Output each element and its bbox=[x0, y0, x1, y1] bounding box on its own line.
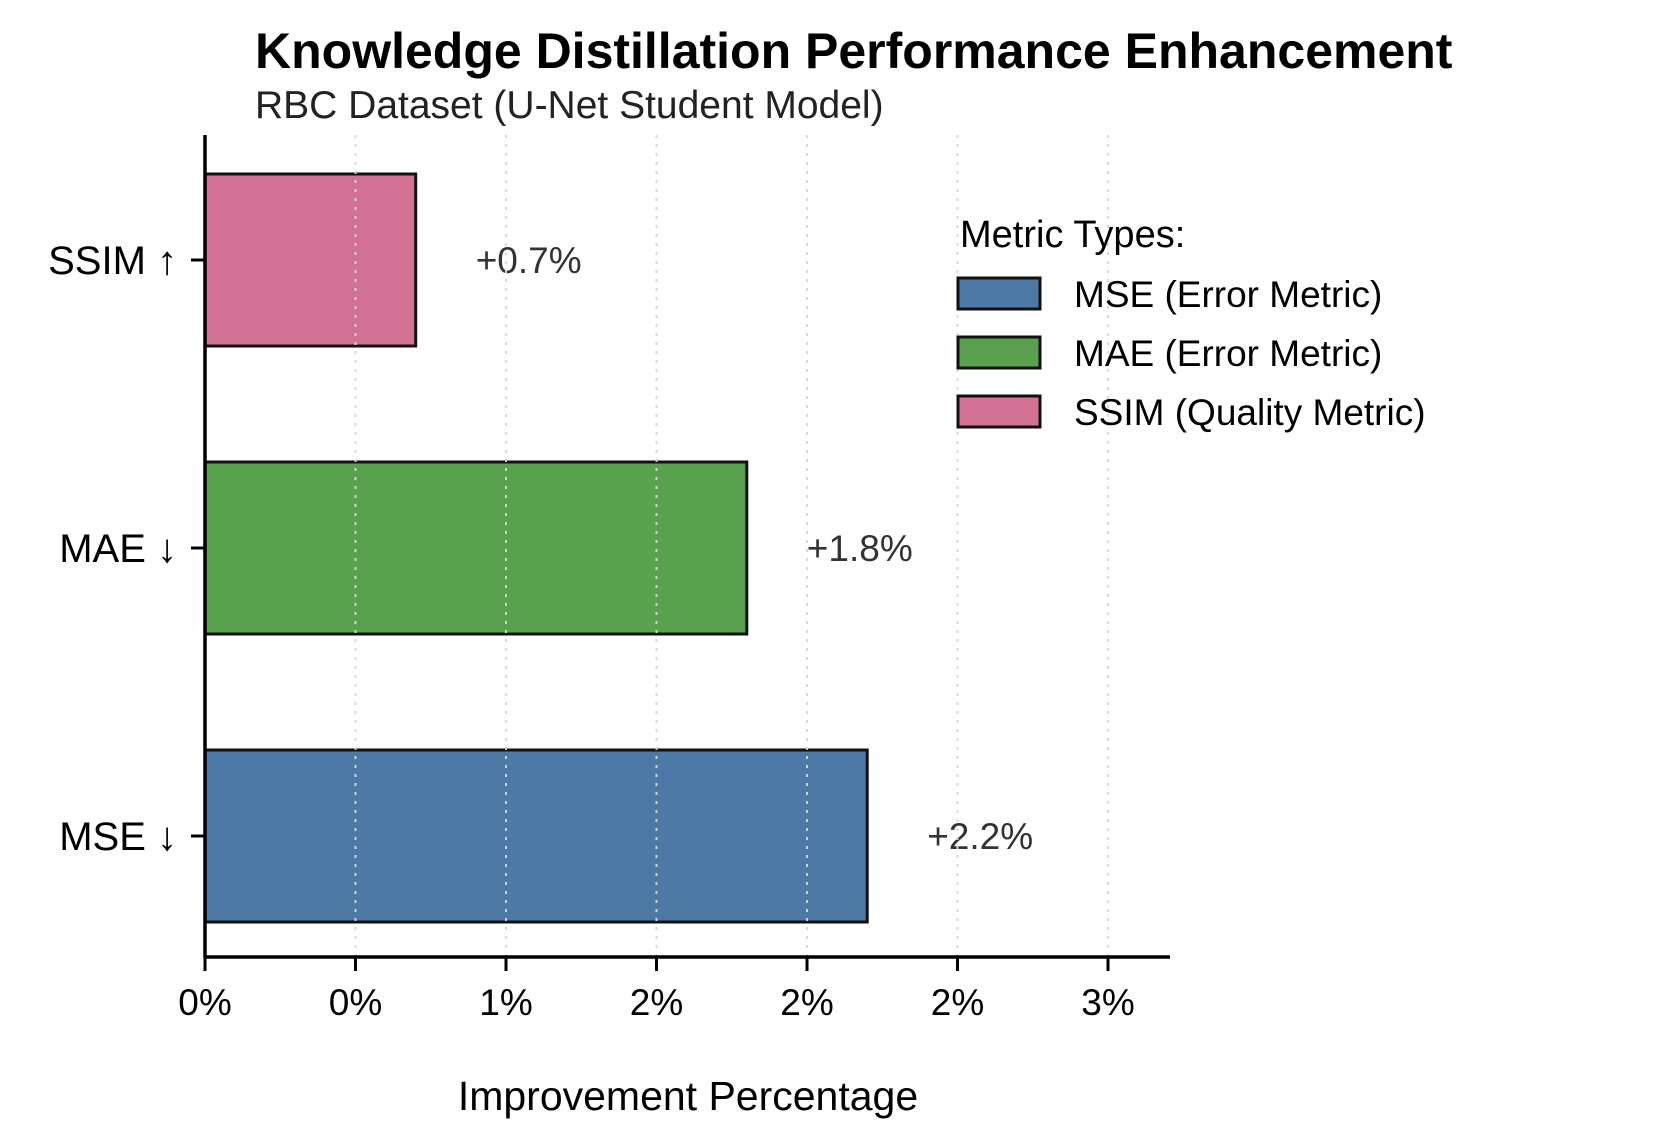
axes-layer: MSE ↓ MAE ↓ SSIM ↑ 0% 0% 1% 2% 2% 2% 3% bbox=[48, 135, 1170, 1023]
data-label: +0.7% bbox=[476, 240, 582, 281]
y-tick-label: SSIM ↑ bbox=[48, 239, 177, 283]
x-tick-label: 0% bbox=[178, 982, 231, 1023]
legend-label: SSIM (Quality Metric) bbox=[1074, 392, 1426, 433]
x-axis-label: Improvement Percentage bbox=[458, 1073, 918, 1119]
x-tick-label: 0% bbox=[329, 982, 382, 1023]
x-tick-label: 3% bbox=[1081, 982, 1134, 1023]
legend-title: Metric Types: bbox=[960, 214, 1185, 256]
data-label: +1.8% bbox=[807, 528, 913, 569]
legend-label: MAE (Error Metric) bbox=[1074, 333, 1382, 374]
bar-mse bbox=[203, 748, 869, 924]
legend-label: MSE (Error Metric) bbox=[1074, 274, 1382, 315]
x-tick-label: 2% bbox=[630, 982, 683, 1023]
legend: Metric Types: MSE (Error Metric) MAE (Err… bbox=[956, 214, 1426, 433]
legend-swatch bbox=[956, 276, 1042, 311]
x-tick-label: 1% bbox=[479, 982, 532, 1023]
chart-subtitle: RBC Dataset (U-Net Student Model) bbox=[255, 84, 884, 127]
bar-mae bbox=[203, 460, 749, 636]
bar-layer: +2.2% +1.8% +0.7% bbox=[203, 135, 1109, 957]
y-tick-label: MSE ↓ bbox=[59, 815, 177, 859]
chart-title: Knowledge Distillation Performance Enhan… bbox=[255, 23, 1453, 79]
x-tick-label: 2% bbox=[931, 982, 984, 1023]
legend-swatch bbox=[956, 394, 1042, 429]
y-tick-label: MAE ↓ bbox=[59, 527, 177, 571]
x-tick-label: 2% bbox=[780, 982, 833, 1023]
data-label: +2.2% bbox=[927, 816, 1033, 857]
bar-ssim bbox=[203, 172, 418, 348]
legend-swatch bbox=[956, 335, 1042, 370]
